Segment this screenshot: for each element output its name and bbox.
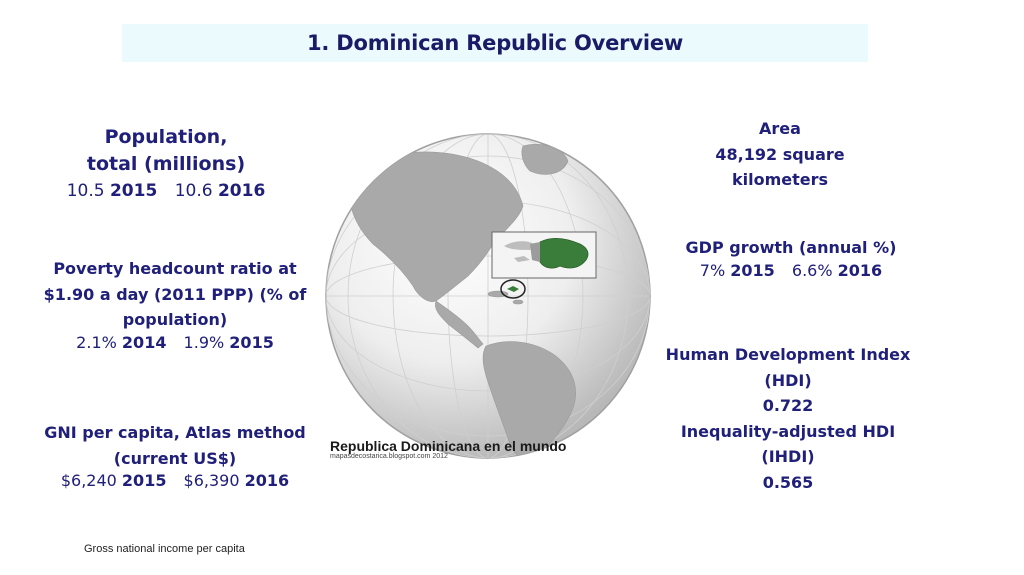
hdi-value: 0.722 — [762, 396, 814, 416]
area-value: 48,192 square kilometers — [715, 144, 845, 190]
footnote: Gross national income per capita — [84, 543, 245, 555]
gni-value-2016: $6,390 — [183, 471, 240, 491]
gni-year-2016: 2016 — [244, 471, 290, 491]
map-caption-title: Republica Dominicana en el mundo — [330, 438, 567, 454]
title-bar: 1. Dominican Republic Overview — [122, 24, 868, 62]
poverty-block: Poverty headcount ratio at $1.90 a day (… — [30, 256, 320, 352]
gni-year-2015: 2015 — [121, 471, 167, 491]
gni-values: $6,240 2015 $6,390 2016 — [40, 471, 310, 490]
gdp-values: 7% 2015 6.6% 2016 — [660, 261, 922, 280]
hdi-heading: Human Development Index (HDI) — [665, 345, 911, 390]
population-heading: Population, total (millions) — [40, 124, 292, 177]
map-caption-source: mapasdecostarica.blogspot.com 2012 — [330, 453, 448, 460]
population-block: Population, total (millions) 10.5 2015 1… — [40, 124, 292, 201]
globe-map — [318, 126, 658, 466]
gdp-block: GDP growth (annual %) 7% 2015 6.6% 2016 — [660, 235, 922, 280]
population-year-2016: 2016 — [217, 181, 266, 202]
page-title: 1. Dominican Republic Overview — [306, 31, 684, 55]
poverty-year-2015: 2015 — [229, 332, 274, 352]
population-value-2016: 10.6 — [174, 181, 213, 202]
gdp-year-2016: 2016 — [837, 260, 883, 280]
population-heading-text: Population, total (millions) — [86, 126, 246, 175]
ihdi-heading: Inequality-adjusted HDI (IHDI) — [680, 421, 896, 467]
population-year-2015: 2015 — [109, 181, 158, 202]
poverty-value-2015: 1.9% — [183, 332, 225, 352]
population-values: 10.5 2015 10.6 2016 — [40, 181, 292, 201]
poverty-heading: Poverty headcount ratio at $1.90 a day (… — [43, 259, 307, 330]
hdi-block: Human Development Index (HDI) 0.722 Ineq… — [660, 342, 916, 496]
gni-value-2015: $6,240 — [60, 471, 117, 491]
area-heading: Area — [759, 119, 801, 138]
gni-heading: GNI per capita, Atlas method (current US… — [44, 423, 306, 468]
gdp-heading: GDP growth (annual %) — [685, 238, 897, 257]
poverty-value-2014: 2.1% — [76, 332, 117, 352]
map-caption: Republica Dominicana en el mundo mapasde… — [330, 438, 566, 460]
gdp-year-2015: 2015 — [730, 260, 775, 280]
globe-illustration — [325, 133, 651, 459]
area-block: Area 48,192 square kilometers — [680, 116, 880, 193]
population-value-2015: 10.5 — [66, 181, 105, 202]
gni-block: GNI per capita, Atlas method (current US… — [40, 420, 310, 490]
ihdi-value: 0.565 — [762, 472, 814, 492]
gdp-value-2015: 7% — [699, 260, 726, 280]
gdp-value-2016: 6.6% — [791, 260, 833, 280]
poverty-values: 2.1% 2014 1.9% 2015 — [30, 333, 320, 352]
poverty-year-2014: 2014 — [121, 332, 167, 352]
